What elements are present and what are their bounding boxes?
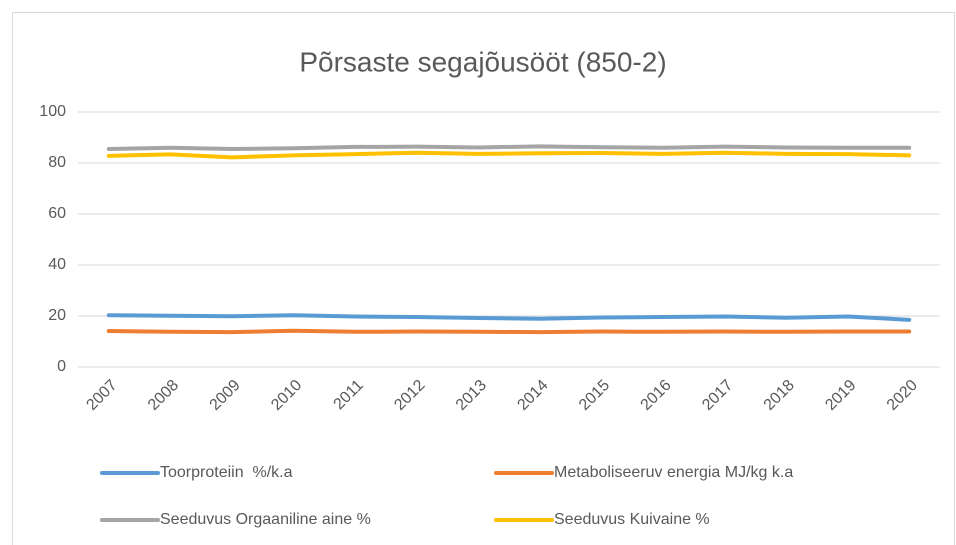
y-tick-label: 80	[48, 154, 66, 171]
series-line	[106, 144, 912, 151]
legend-label: Seeduvus Orgaaniline aine %	[160, 511, 371, 528]
series-line	[106, 150, 912, 160]
y-tick-label: 40	[48, 256, 66, 273]
legend-label: Toorproteiin %/k.a	[160, 464, 293, 481]
series-line	[106, 313, 912, 322]
chart-border	[12, 12, 955, 545]
series-line	[106, 328, 912, 335]
legend-label: Seeduvus Kuivaine %	[554, 511, 710, 528]
y-tick-label: 60	[48, 205, 66, 222]
y-tick-label: 0	[57, 358, 66, 375]
y-tick-label: 20	[48, 307, 66, 324]
legend-label: Metaboliseeruv energia MJ/kg k.a	[554, 464, 793, 481]
chart-title: Põrsaste segajõusööt (850-2)	[299, 46, 666, 77]
y-tick-label: 100	[39, 103, 66, 120]
